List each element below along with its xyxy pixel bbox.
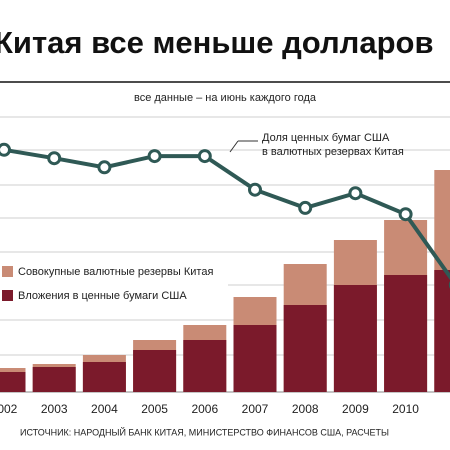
x-tick-label: 2010 xyxy=(392,402,419,416)
bar xyxy=(0,372,26,392)
legend-box xyxy=(0,262,228,306)
bar xyxy=(283,305,327,392)
line-point xyxy=(398,207,413,222)
bar xyxy=(384,275,428,392)
line-point xyxy=(248,182,262,197)
x-tick-label: 2002 xyxy=(0,402,18,416)
bar xyxy=(183,340,227,392)
bar xyxy=(82,362,126,392)
subtitle: все данные – на июнь каждого года xyxy=(134,92,317,104)
annotation: Доля ценных бумаг США xyxy=(262,132,390,144)
x-tick-label: 2008 xyxy=(292,402,319,416)
line-point xyxy=(97,160,112,175)
line-point xyxy=(0,142,11,157)
legend-swatch xyxy=(2,266,13,277)
bar xyxy=(133,350,177,392)
x-tick-label: 2006 xyxy=(191,402,218,416)
chart-title: Китая все меньше долларов xyxy=(0,25,434,60)
line-point xyxy=(298,200,313,215)
x-tick-label: 2009 xyxy=(342,402,369,416)
bar xyxy=(333,285,377,392)
legend-label: Вложения в ценные бумаги США xyxy=(18,290,187,302)
line-point xyxy=(47,151,62,166)
source: ИСТОЧНИК: НАРОДНЫЙ БАНК КИТАЯ, МИНИСТЕРС… xyxy=(20,426,389,437)
legend-swatch xyxy=(2,290,13,301)
annotation-leader xyxy=(229,140,239,153)
annotation: в валютных резервах Китая xyxy=(262,146,404,158)
line-point xyxy=(348,186,363,201)
legend-label: Совокупные валютные резервы Китая xyxy=(18,266,213,278)
line-point xyxy=(197,149,212,164)
x-tick-label: 2004 xyxy=(91,402,118,416)
line xyxy=(3,147,450,281)
x-tick-label: 2003 xyxy=(41,402,68,416)
line-point xyxy=(147,149,162,164)
bar xyxy=(233,325,277,392)
x-tick-label: 2007 xyxy=(242,402,269,416)
x-tick-label: 2005 xyxy=(141,402,168,416)
bar xyxy=(434,270,450,392)
bar xyxy=(32,367,76,392)
